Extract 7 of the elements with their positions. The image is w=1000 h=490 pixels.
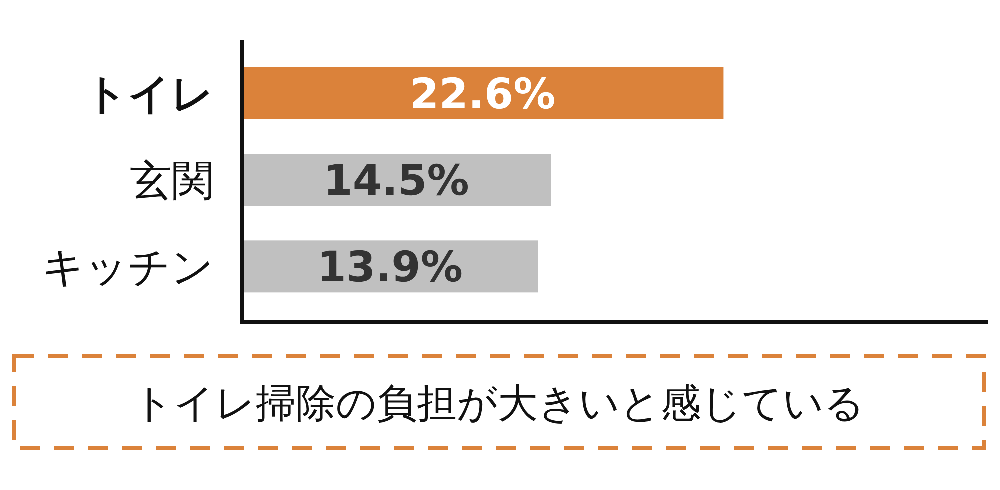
data-label: 13.9% [317, 242, 463, 292]
y-tick-label: キッチン [42, 242, 214, 292]
data-label: 14.5% [324, 156, 470, 205]
y-tick-label: トイレ [85, 69, 214, 118]
text: トイレ掃除の負担が大きいと感じている [133, 381, 865, 427]
y-tick-label: 玄関 [130, 156, 214, 205]
data-label: 22.6% [410, 69, 556, 118]
